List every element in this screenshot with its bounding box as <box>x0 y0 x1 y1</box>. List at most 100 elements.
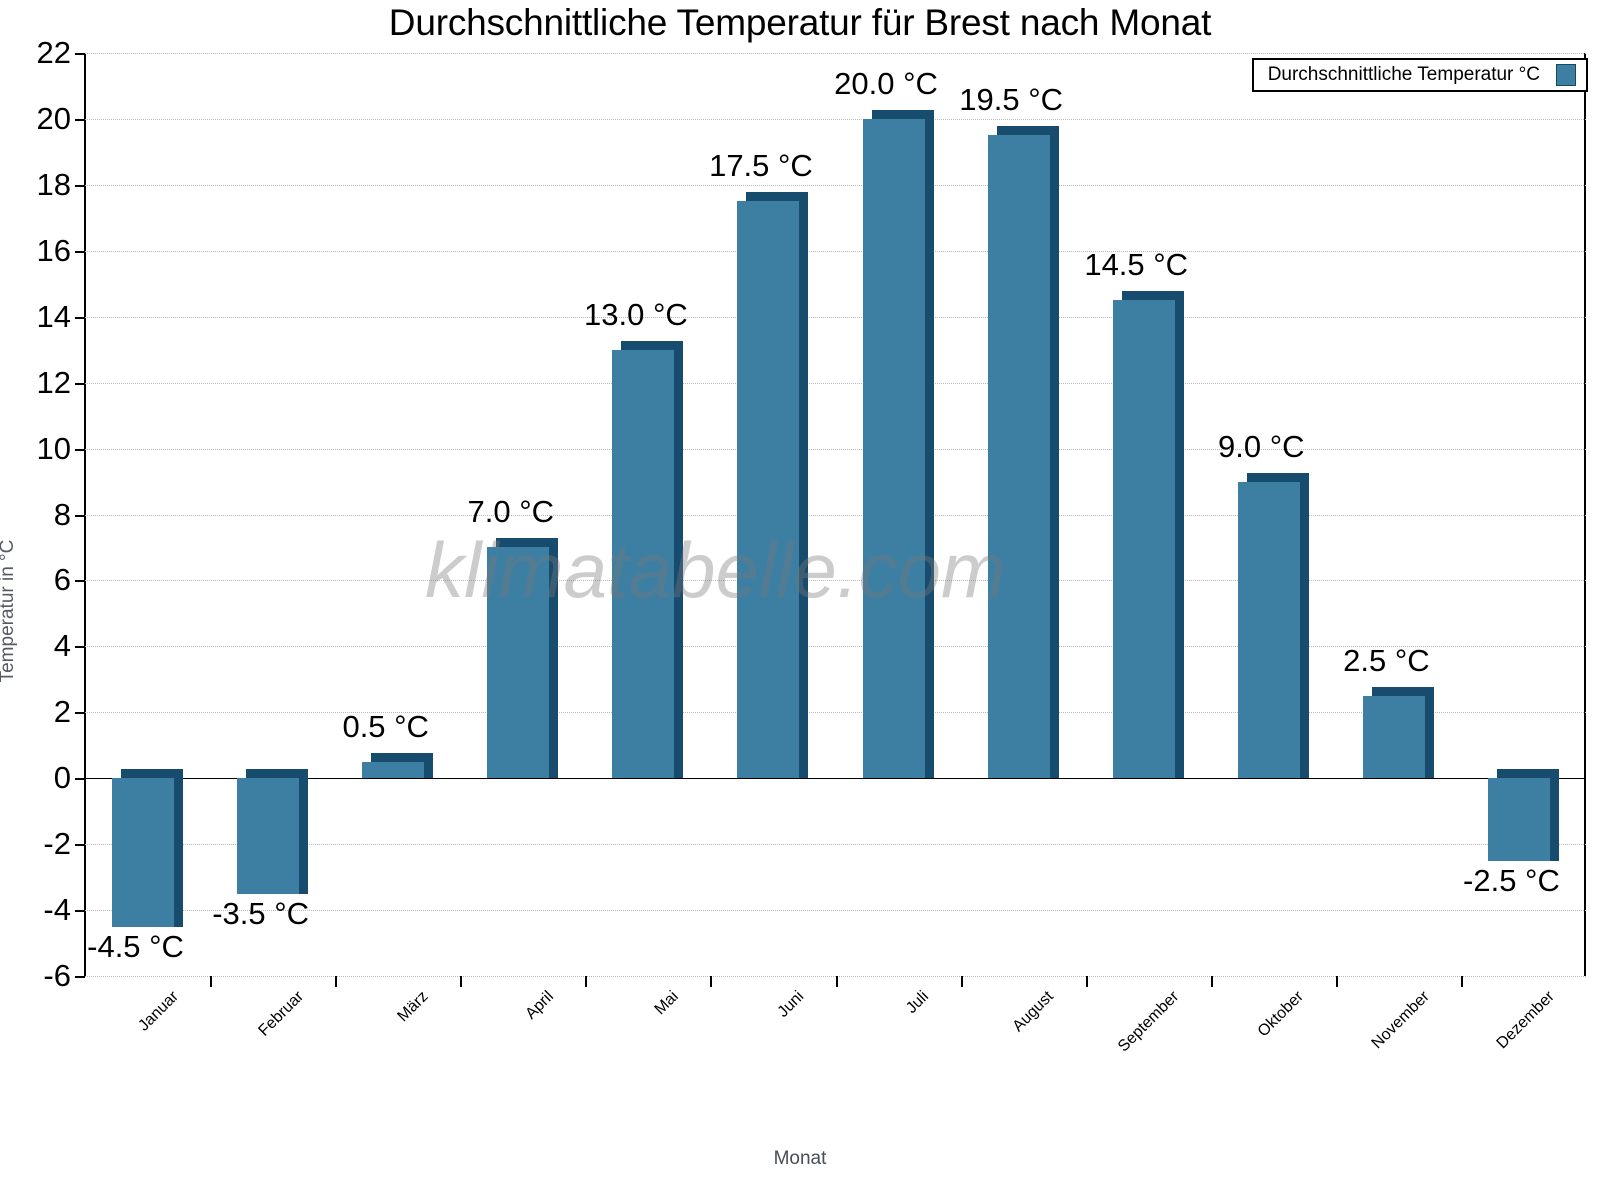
x-tick-mark <box>1085 976 1088 987</box>
y-tick-mark <box>75 118 85 121</box>
y-tick-label: 16 <box>36 232 71 268</box>
y-tick-mark <box>75 844 85 847</box>
bar-3d-top <box>1371 686 1434 696</box>
bar[interactable] <box>1487 778 1550 861</box>
bar[interactable] <box>112 778 175 927</box>
bar-3d-side <box>549 538 559 779</box>
bar-3d-side <box>1049 126 1059 779</box>
y-tick-label: 20 <box>36 100 71 136</box>
gridline <box>85 712 1586 714</box>
bar[interactable] <box>1362 695 1425 779</box>
bar-value-label: 17.5 °C <box>709 148 813 184</box>
bar[interactable] <box>862 118 925 779</box>
bar-3d-side <box>1174 291 1184 779</box>
gridline <box>85 382 1586 384</box>
x-category-label: August <box>1009 988 1058 1036</box>
bar-3d-top <box>621 340 684 350</box>
y-tick-mark <box>75 778 85 781</box>
gridline <box>85 646 1586 648</box>
bar[interactable] <box>612 349 675 779</box>
y-tick-label: 6 <box>53 562 71 598</box>
bar-3d-top <box>996 126 1059 136</box>
bar-value-label: 20.0 °C <box>834 65 938 101</box>
bar-3d-top <box>121 769 184 779</box>
x-tick-mark <box>460 976 463 987</box>
y-tick-mark <box>75 514 85 517</box>
gridline <box>85 580 1586 582</box>
bar-3d-top <box>246 769 309 779</box>
bar[interactable] <box>1112 300 1175 779</box>
y-tick-mark <box>75 712 85 715</box>
bar-3d-side <box>299 769 309 894</box>
gridline <box>85 250 1586 252</box>
x-category-label: Januar <box>134 988 182 1035</box>
y-tick-mark <box>75 448 85 451</box>
x-tick-mark <box>1460 976 1463 987</box>
y-tick-label: 0 <box>53 760 71 796</box>
x-category-label: Juli <box>903 988 933 1018</box>
plot-area: 22 20 18 16 14 12 10 8 6 4 2 0 -2 -4 -6 -4.5 °C -3.5 °C… <box>37 35 1586 993</box>
y-tick-label: 18 <box>36 166 71 202</box>
bar-3d-top <box>871 109 934 119</box>
bar-3d-side <box>799 192 809 779</box>
bar-value-label: 2.5 °C <box>1343 642 1430 678</box>
bar-3d-top <box>746 192 809 202</box>
gridline <box>85 53 1586 54</box>
y-tick-label: 22 <box>36 35 71 70</box>
chart-legend[interactable]: Durchschnittliche Temperatur °C <box>1251 58 1588 92</box>
x-tick-mark <box>1335 976 1338 987</box>
y-tick-label: 4 <box>53 628 71 664</box>
plot-frame: 22 20 18 16 14 12 10 8 6 4 2 0 -2 -4 -6 -4.5 °C -3.5 °C… <box>37 35 1586 993</box>
x-category-label: Mai <box>651 988 682 1019</box>
gridline <box>85 316 1586 318</box>
y-tick-label: 2 <box>53 694 71 730</box>
bar[interactable] <box>1237 481 1300 779</box>
bar-value-label: -4.5 °C <box>87 928 184 964</box>
bar-3d-side <box>1299 472 1309 779</box>
bar[interactable] <box>362 761 425 779</box>
bar-value-label: 7.0 °C <box>467 494 555 530</box>
x-axis-title: Monat <box>773 1148 827 1169</box>
bar-3d-top <box>1246 472 1309 482</box>
bar-value-label: 14.5 °C <box>1084 247 1189 283</box>
bar-value-label: 19.5 °C <box>959 82 1063 118</box>
x-tick-mark <box>210 976 213 987</box>
gridline <box>85 184 1586 186</box>
y-tick-mark <box>75 646 85 649</box>
x-category-label: Februar <box>255 988 307 1040</box>
bar-value-label: 9.0 °C <box>1218 428 1305 464</box>
legend-color-swatch <box>1556 64 1576 86</box>
y-tick-label: -4 <box>43 892 71 928</box>
bar-value-label: 13.0 °C <box>584 296 688 332</box>
gridline <box>85 448 1586 450</box>
bar[interactable] <box>987 135 1050 779</box>
bar-3d-side <box>174 769 184 927</box>
bar[interactable] <box>487 547 550 779</box>
x-tick-mark <box>710 976 713 987</box>
bar-3d-side <box>424 752 434 779</box>
bar-value-label: -3.5 °C <box>212 895 310 931</box>
x-category-label: April <box>522 988 557 1023</box>
y-tick-mark <box>75 184 85 187</box>
x-category-label: Juni <box>774 988 807 1021</box>
gridline <box>85 844 1586 846</box>
y-tick-label: 14 <box>36 298 71 334</box>
bar-3d-side <box>674 340 684 779</box>
y-tick-label: 10 <box>36 430 71 466</box>
bar-3d-side <box>1424 686 1434 779</box>
y-tick-label: 12 <box>36 364 71 400</box>
y-tick-mark <box>75 53 85 55</box>
bar[interactable] <box>737 201 800 779</box>
y-tick-label: -2 <box>43 826 71 862</box>
legend-label: Durchschnittliche Temperatur °C <box>1267 64 1540 85</box>
bar-3d-top <box>371 752 434 762</box>
bar-3d-top <box>1121 291 1184 301</box>
x-category-label: Oktober <box>1255 988 1308 1041</box>
bar[interactable] <box>237 778 300 894</box>
bar-3d-top <box>1496 769 1559 779</box>
y-axis-title: Temperatur in °C <box>0 539 18 683</box>
gridline <box>85 514 1586 516</box>
x-category-label: März <box>394 988 432 1026</box>
x-category-label: November <box>1368 988 1433 1053</box>
y-tick-label: 8 <box>53 496 71 532</box>
